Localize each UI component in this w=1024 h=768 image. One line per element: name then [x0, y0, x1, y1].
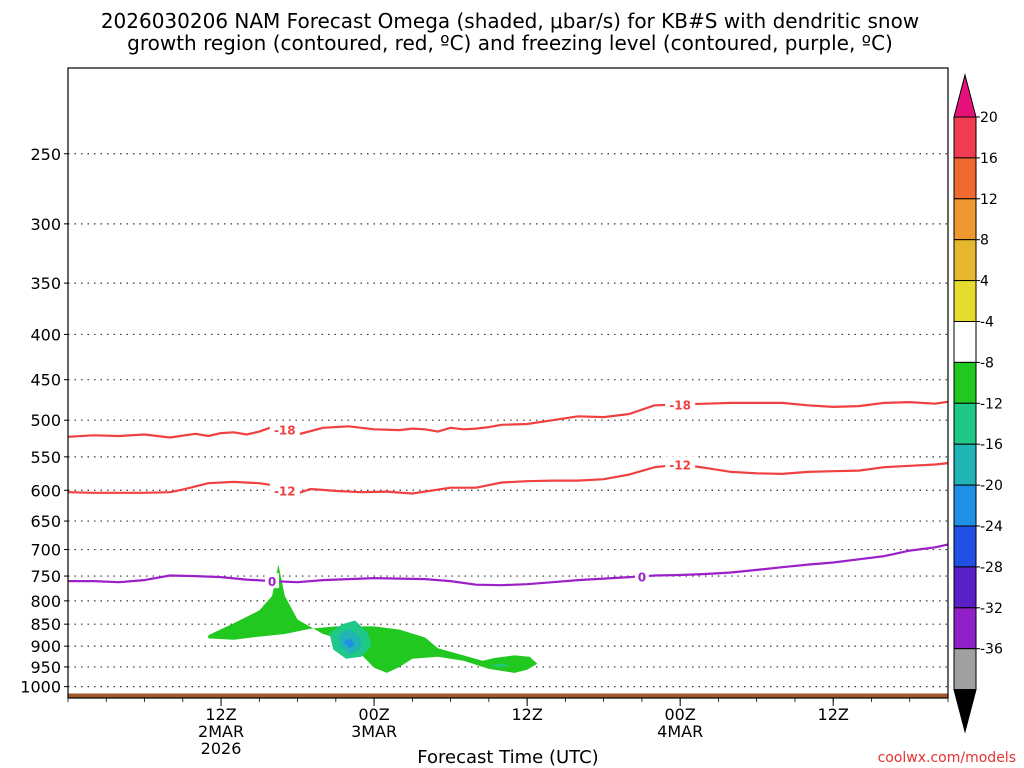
x-tick-label-30-0: 12Z: [511, 705, 542, 724]
colorbar: 20 16 12 8 4 -4 -8 -12 -16 -20 -24 -28 -32 -36: [953, 73, 1003, 734]
colorbar-segment-0: [953, 116, 977, 159]
contour-label-bg: [269, 482, 300, 498]
colorbar-segment-3: [953, 239, 977, 282]
contour-label-2-0: 0: [268, 575, 276, 589]
y-tick-label-550: 550: [30, 448, 61, 467]
omega-shading: [208, 564, 538, 673]
colorbar-label-8: -16: [980, 437, 1003, 453]
colorbar-label-11: -28: [980, 560, 1003, 576]
chart-title: 2026030206 NAM Forecast Omega (shaded, μ…: [101, 9, 919, 55]
y-tick-label-650: 650: [30, 512, 61, 531]
plot-border: [67, 67, 949, 699]
y-tick-label-850: 850: [30, 615, 61, 634]
x-tick-label-42-0: 00Z: [665, 705, 696, 724]
contour-label-2-1: 0: [638, 570, 646, 584]
y-tick-label-600: 600: [30, 481, 61, 500]
x-tick-label-6-2: 2026: [201, 739, 242, 758]
y-tick-label-700: 700: [30, 541, 61, 560]
colorbar-segment-6: [953, 361, 977, 404]
x-axis-title: Forecast Time (UTC): [417, 747, 598, 768]
x-tick-label-54-0: 12Z: [818, 705, 849, 724]
colorbar-bottom-arrow: [953, 689, 977, 734]
contour-label-0-0: -18: [274, 423, 296, 437]
contour-label-bg: [665, 396, 696, 412]
contour-label-bg: [265, 573, 280, 589]
y-tick-label-500: 500: [30, 411, 61, 430]
y-tick-label-1000: 1000: [20, 678, 61, 697]
terrain-surface: [68, 693, 948, 698]
colorbar-segment-1: [953, 157, 977, 200]
colorbar-label-1: 16: [980, 151, 998, 167]
colorbar-segment-11: [953, 566, 977, 609]
gridlines: [68, 153, 948, 688]
colorbar-segment-9: [953, 484, 977, 527]
plot-frame: [67, 67, 949, 699]
omega-region-0: [208, 564, 538, 673]
y-tick-label-950: 950: [30, 658, 61, 677]
colorbar-label-2: 12: [980, 192, 998, 208]
colorbar-segment-8: [953, 443, 977, 486]
contour-label-1-0: -12: [274, 484, 296, 498]
colorbar-label-9: -20: [980, 478, 1003, 494]
colorbar-label-5: -4: [980, 315, 994, 331]
colorbar-segment-5: [953, 321, 977, 363]
x-tick-label-18-1: 3MAR: [351, 722, 397, 741]
title-line: growth region (contoured, red, ºC) and f…: [127, 31, 893, 55]
contour-label-bg: [634, 568, 649, 584]
contour-line-1: [68, 461, 948, 495]
y-tick-label-450: 450: [30, 371, 61, 390]
y-tick-label-250: 250: [30, 145, 61, 164]
x-tick-label-6-0: 12Z: [205, 705, 236, 724]
contour-lines: -18-18-18-12-12-12000: [68, 396, 948, 589]
contour-label-0-1: -18: [669, 399, 691, 413]
y-tick-label-800: 800: [30, 592, 61, 611]
x-tick-label-6-1: 2MAR: [198, 722, 244, 741]
colorbar-label-6: -8: [980, 355, 994, 371]
surface-band: [68, 693, 948, 698]
credit-text: coolwx.com/models: [878, 750, 1016, 766]
colorbar-segment-7: [953, 402, 977, 445]
contour-line-0: [68, 400, 948, 439]
colorbar-label-13: -36: [980, 642, 1003, 658]
omega-region-4: [491, 663, 510, 667]
y-tick-label-900: 900: [30, 637, 61, 656]
colorbar-label-7: -12: [980, 396, 1003, 412]
contour-line-2: [68, 543, 948, 587]
colorbar-label-3: 8: [980, 233, 989, 249]
colorbar-segment-13: [953, 648, 977, 691]
y-tick-label-350: 350: [30, 274, 61, 293]
colorbar-label-12: -32: [980, 601, 1003, 617]
title-line: 2026030206 NAM Forecast Omega (shaded, μ…: [101, 9, 919, 33]
contour-label-1-1: -12: [669, 458, 691, 472]
x-tick-label-42-1: 4MAR: [657, 722, 703, 741]
colorbar-label-4: 4: [980, 274, 989, 290]
credit: coolwx.com/models: [878, 750, 1016, 766]
y-tick-label-400: 400: [30, 325, 61, 344]
colorbar-label-0: 20: [980, 110, 998, 126]
y-tick-label-750: 750: [30, 567, 61, 586]
colorbar-segment-10: [953, 525, 977, 568]
colorbar-segment-2: [953, 198, 977, 241]
colorbar-top-arrow: [953, 73, 977, 118]
x-tick-label-18-0: 00Z: [358, 705, 389, 724]
y-tick-label-300: 300: [30, 215, 61, 234]
colorbar-segment-12: [953, 607, 977, 650]
omega-region-3: [343, 638, 355, 649]
colorbar-label-10: -24: [980, 519, 1003, 535]
colorbar-segment-4: [953, 280, 977, 323]
contour-label-bg: [269, 421, 300, 437]
contour-label-bg: [665, 456, 696, 472]
